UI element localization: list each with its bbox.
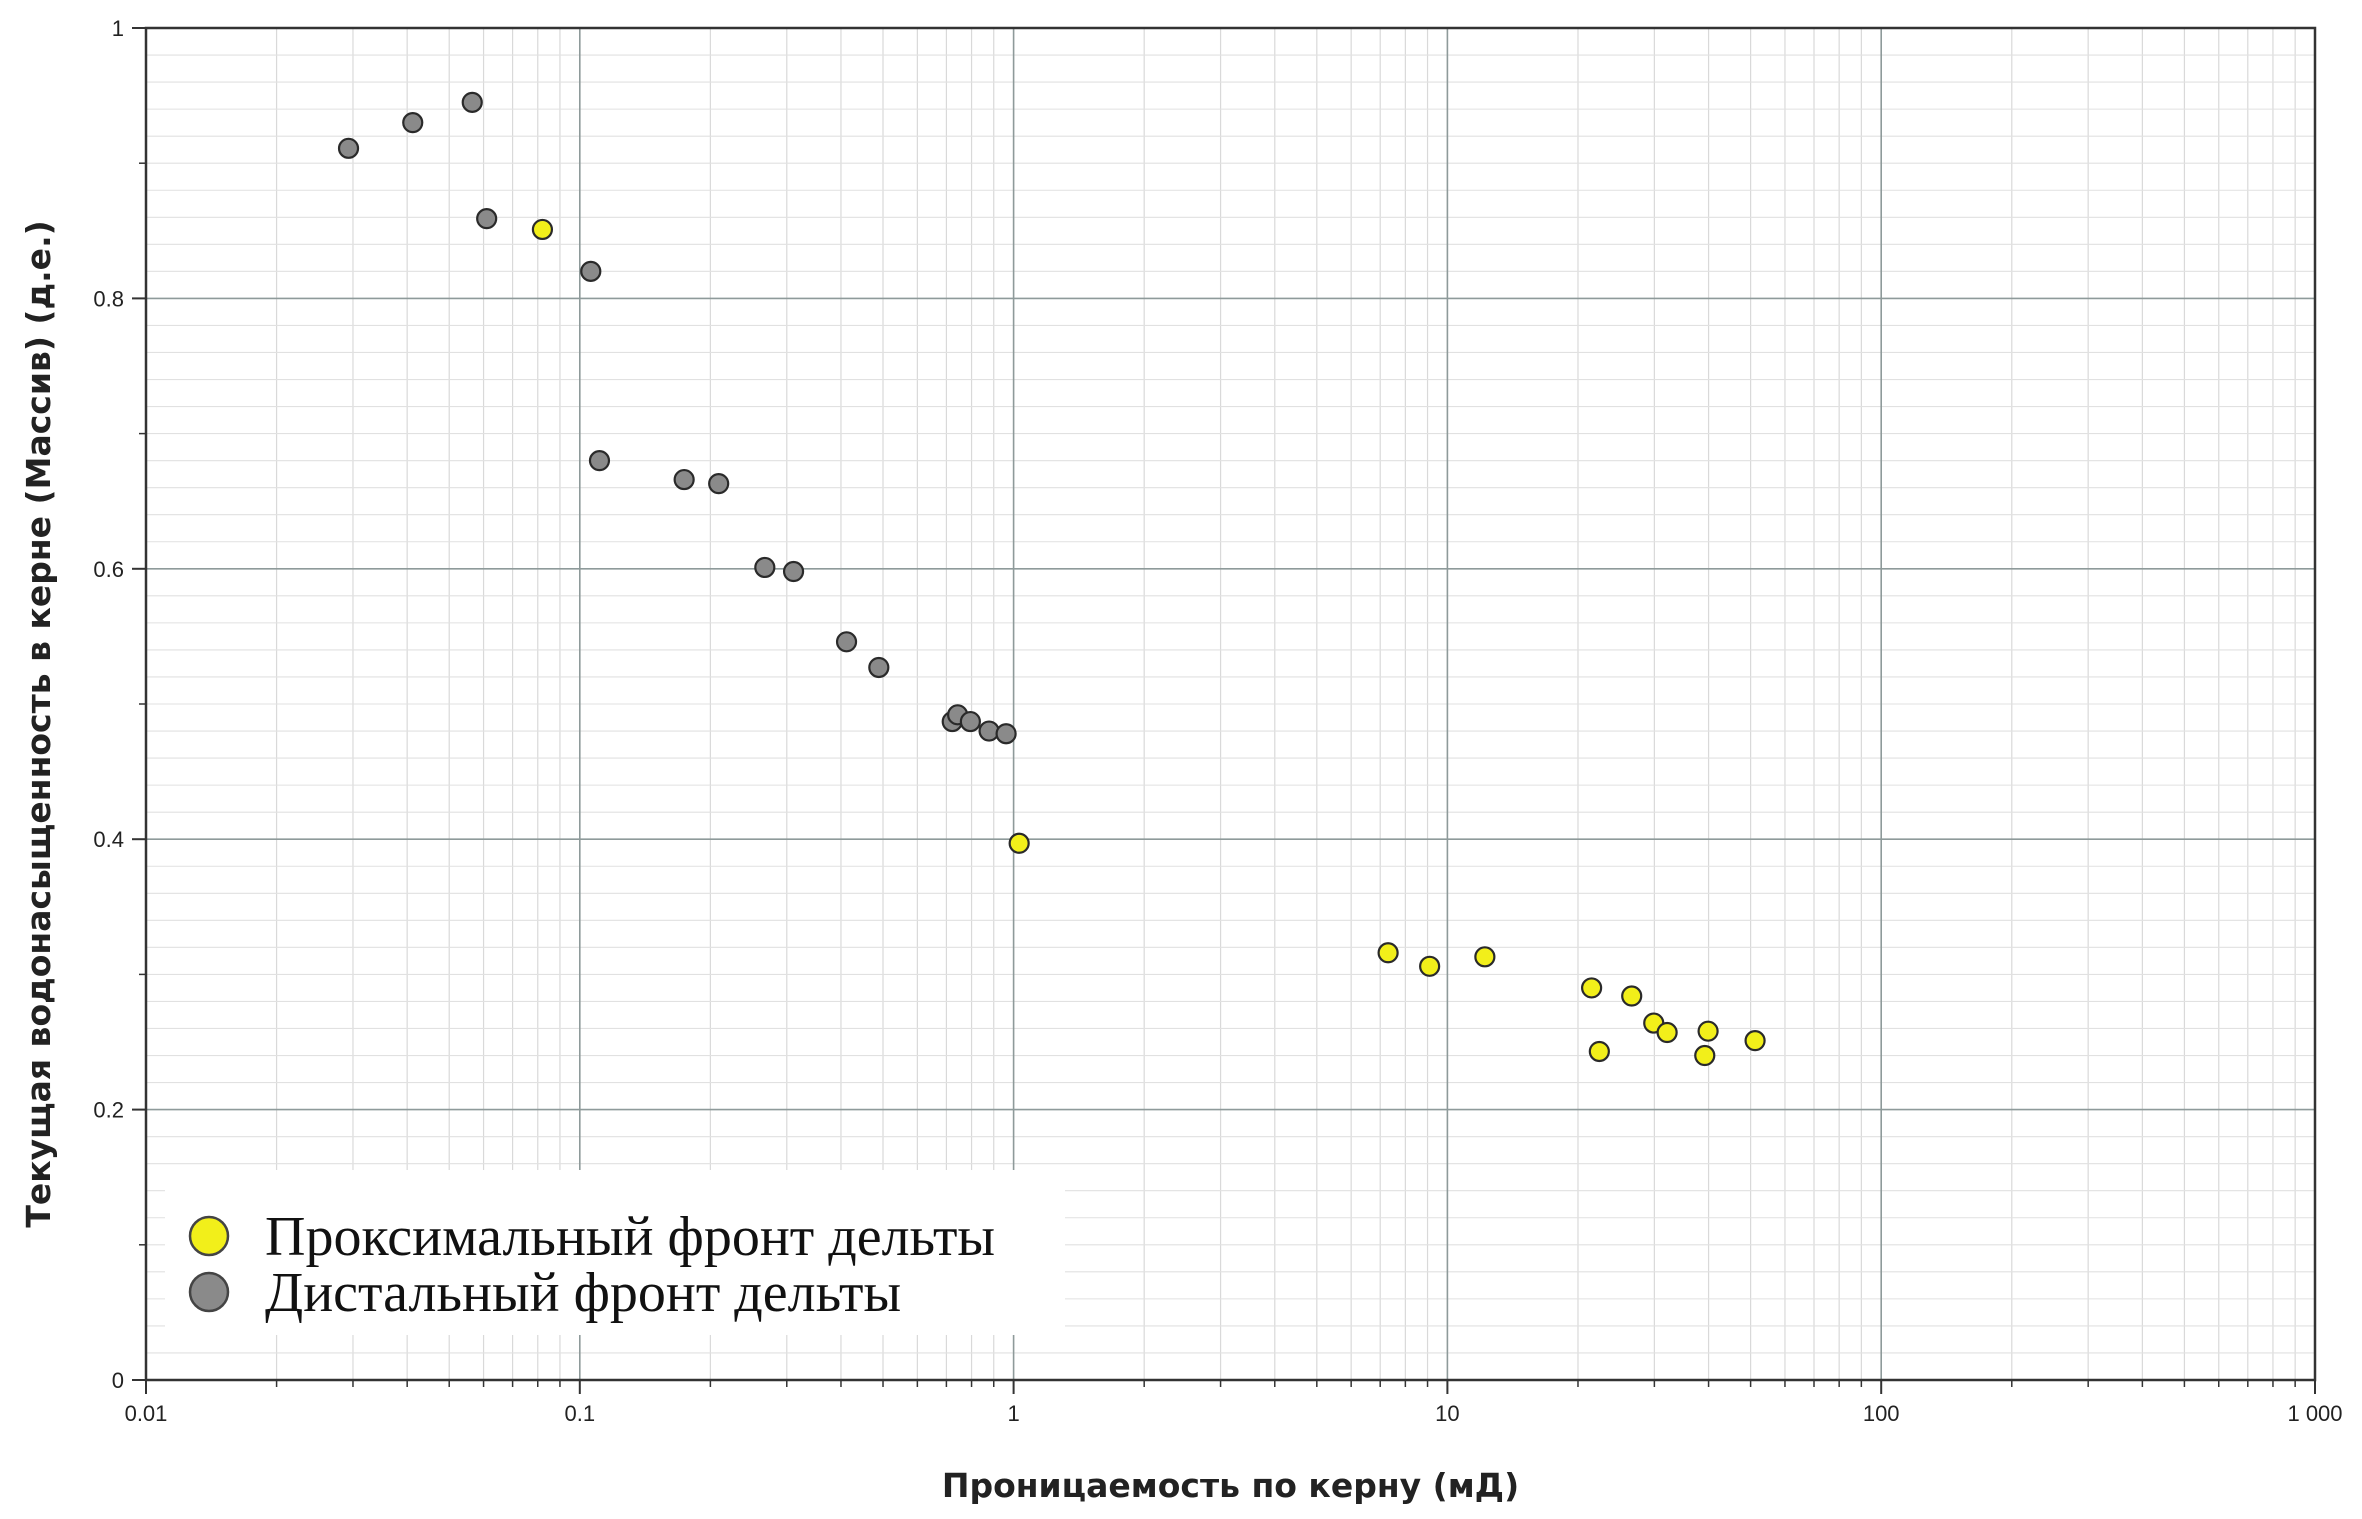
data-point: [868, 656, 890, 679]
data-point: [1656, 1021, 1678, 1044]
y-tick-label: 1: [112, 16, 124, 41]
series-proximal: [531, 218, 1766, 1067]
y-tick-label: 0.4: [93, 827, 124, 852]
grid-layer: [145, 27, 2316, 1381]
data-point: [1697, 1020, 1719, 1042]
y-tick-label: 0.2: [93, 1098, 124, 1123]
data-point: [1621, 985, 1643, 1007]
data-point: [402, 112, 424, 134]
x-tick-label: 0.01: [125, 1401, 168, 1426]
legend-label: Проксимальный фронт дельты: [265, 1206, 995, 1268]
y-tick-label: 0.8: [93, 286, 124, 311]
x-tick-label: 10: [1435, 1401, 1459, 1426]
legend-label: Дистальный фронт дельты: [265, 1262, 901, 1324]
data-point: [1008, 832, 1030, 854]
data-point: [1581, 977, 1603, 999]
data-point: [708, 473, 730, 495]
data-point: [978, 720, 1000, 742]
legend-marker: [188, 1215, 230, 1257]
data-point: [782, 560, 805, 583]
data-point: [1474, 946, 1496, 968]
data-point: [673, 468, 695, 491]
data-point: [1694, 1044, 1716, 1067]
x-axis-title: Проницаемость по керну (мД): [942, 1466, 1519, 1505]
data-point: [476, 208, 498, 230]
data-point: [754, 556, 776, 579]
x-tick-label: 0.1: [565, 1401, 596, 1426]
y-tick-label: 0: [112, 1368, 124, 1393]
series-distal: [337, 91, 1017, 745]
axis-layer: 0.01 0.1 1 10 100 1 000 0 0.2 0.4 0.6 0.8 1: [93, 16, 2342, 1426]
x-tick-label: 1 000: [2287, 1401, 2342, 1426]
data-point: [580, 260, 602, 282]
x-tick-label: 100: [1863, 1401, 1900, 1426]
data-point: [959, 710, 981, 733]
data-point: [531, 218, 554, 241]
data-point: [461, 91, 483, 113]
data-point: [588, 450, 611, 472]
legend-background: [165, 1170, 1065, 1335]
data-point: [1588, 1040, 1610, 1063]
data-point: [337, 137, 360, 159]
data-point: [835, 631, 858, 653]
legend-marker: [188, 1271, 230, 1313]
y-axis-title: Текущая водонасыщенность в керне (Массив…: [19, 220, 58, 1227]
data-point: [1419, 955, 1441, 977]
y-tick-label: 0.6: [93, 557, 124, 582]
points-layer: [337, 91, 1766, 1067]
x-tick-label: 1: [1007, 1401, 1019, 1426]
data-point: [995, 723, 1017, 745]
data-point: [1744, 1030, 1766, 1052]
data-point: [1377, 942, 1399, 964]
